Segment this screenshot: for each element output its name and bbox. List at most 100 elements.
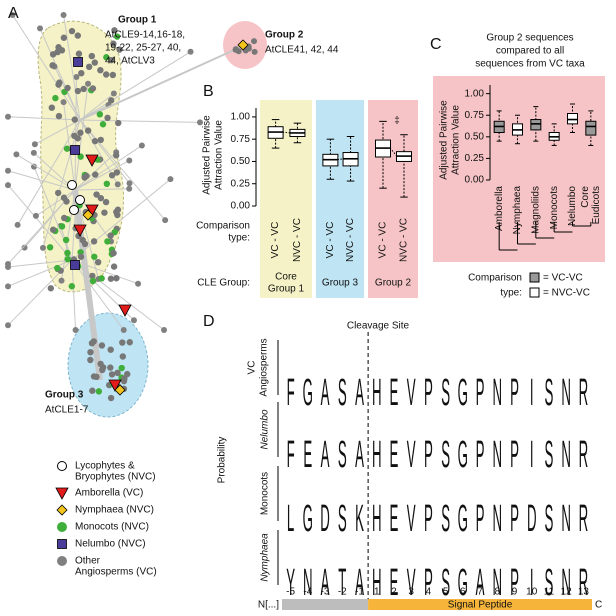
node bbox=[60, 99, 67, 106]
row-label: Nymphaea bbox=[260, 533, 271, 582]
node bbox=[167, 176, 174, 183]
signal-label: Signal Peptide bbox=[448, 600, 513, 611]
node bbox=[91, 59, 98, 66]
logo-letter: N bbox=[492, 498, 502, 541]
legend-marker bbox=[57, 522, 67, 532]
node bbox=[68, 283, 76, 290]
node bbox=[87, 348, 94, 356]
logo-letter: S bbox=[441, 372, 450, 415]
comparison-label: NVC - VC bbox=[345, 218, 356, 262]
legend-label: Monocots (NVC) bbox=[75, 522, 149, 533]
group-members: AtCLE1-7 bbox=[45, 405, 89, 416]
edge bbox=[42, 119, 81, 248]
node bbox=[58, 223, 66, 230]
edge bbox=[71, 259, 77, 331]
y-tick-label: 0.00 bbox=[465, 175, 485, 186]
edge bbox=[72, 189, 103, 381]
y-tick-label: 0.00 bbox=[231, 201, 251, 212]
node bbox=[187, 48, 194, 55]
logo-letter: Y bbox=[286, 562, 295, 605]
node bbox=[21, 244, 28, 251]
edge bbox=[7, 259, 73, 268]
node bbox=[89, 387, 96, 394]
y-tick-label: 1.00 bbox=[231, 112, 251, 123]
node bbox=[48, 104, 56, 111]
node bbox=[101, 209, 108, 216]
edge bbox=[34, 119, 81, 145]
node bbox=[126, 185, 133, 192]
node bbox=[90, 238, 98, 245]
edge bbox=[74, 160, 130, 191]
logo-letter: T bbox=[338, 562, 346, 605]
node bbox=[75, 195, 85, 205]
comparison-label: NVC - VC bbox=[399, 218, 410, 262]
x-tick-label: 4 bbox=[426, 587, 432, 598]
logo-letter: I bbox=[530, 434, 534, 477]
node bbox=[126, 339, 133, 346]
node bbox=[102, 71, 110, 78]
node bbox=[85, 154, 99, 167]
logo-letter: G bbox=[458, 498, 468, 541]
y-tick-label: 0.25 bbox=[465, 153, 485, 164]
chart-title: Group 2 sequences bbox=[486, 33, 573, 44]
logo-letter: P bbox=[476, 498, 485, 541]
annotation: ‡ bbox=[394, 116, 400, 127]
edge bbox=[7, 259, 73, 287]
logo-letter: A bbox=[476, 562, 485, 605]
node bbox=[64, 249, 71, 257]
node bbox=[251, 48, 258, 55]
node bbox=[88, 52, 96, 60]
node bbox=[113, 169, 121, 176]
node bbox=[63, 198, 70, 205]
node bbox=[5, 322, 11, 329]
node bbox=[58, 277, 65, 284]
node bbox=[79, 236, 86, 244]
logo-letter: S bbox=[441, 434, 450, 477]
node bbox=[74, 32, 82, 39]
row-label: Angiosperms bbox=[259, 338, 270, 396]
logo-letter: I bbox=[530, 372, 534, 415]
node bbox=[110, 40, 117, 47]
node bbox=[114, 384, 126, 396]
node bbox=[111, 27, 118, 34]
node bbox=[97, 194, 105, 202]
node bbox=[95, 388, 103, 395]
node bbox=[73, 73, 80, 80]
y-tick-label: 0.50 bbox=[465, 131, 485, 142]
chart-title: sequences from VC taxa bbox=[475, 59, 585, 70]
logo-letter: S bbox=[338, 498, 347, 541]
logo-letter: V bbox=[407, 434, 416, 477]
legend-title: Comparison bbox=[468, 273, 522, 284]
node bbox=[110, 90, 117, 97]
x-tick-label: Eudicots bbox=[591, 186, 602, 224]
legend-swatch bbox=[529, 287, 540, 298]
node bbox=[64, 255, 71, 263]
node bbox=[54, 264, 61, 272]
y-axis-label: Probability bbox=[217, 437, 228, 484]
node bbox=[5, 283, 11, 290]
node bbox=[108, 56, 115, 64]
logo-letter: V bbox=[407, 562, 416, 605]
logo-letter: F bbox=[287, 434, 295, 477]
node bbox=[113, 152, 120, 159]
node bbox=[37, 25, 44, 32]
logo-letter: S bbox=[545, 434, 554, 477]
comparison-label: VC - VC bbox=[325, 222, 336, 259]
group-name: Group 3 bbox=[322, 278, 359, 289]
node bbox=[54, 189, 62, 197]
legend-swatch bbox=[529, 272, 540, 283]
node bbox=[119, 339, 126, 346]
comparison-label: NVC - VC bbox=[292, 218, 303, 262]
logo-letter: N bbox=[492, 434, 502, 477]
box bbox=[585, 120, 597, 136]
panel-letter: A bbox=[8, 5, 19, 22]
logo-letter: P bbox=[510, 372, 519, 415]
background bbox=[433, 76, 605, 262]
node bbox=[138, 142, 145, 149]
legend-label: Nelumbo (NVC) bbox=[75, 539, 146, 550]
node bbox=[77, 153, 84, 160]
y-tick-label: 0.25 bbox=[231, 178, 251, 189]
edge bbox=[61, 189, 76, 281]
y-axis-label: Adjusted Pairwise bbox=[202, 115, 213, 195]
node bbox=[84, 127, 92, 134]
